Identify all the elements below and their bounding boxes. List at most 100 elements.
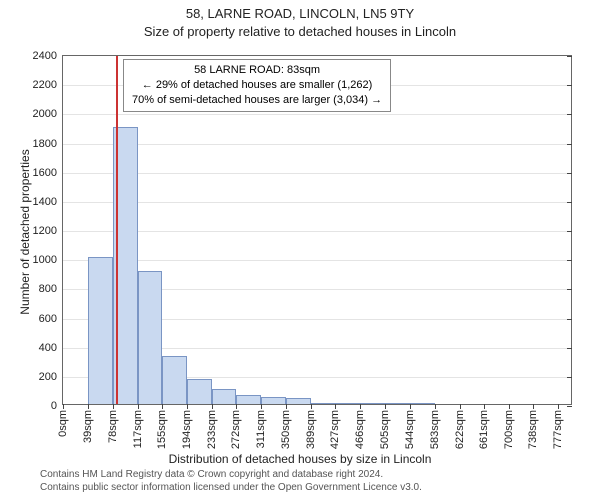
x-tick-label: 544sqm — [404, 410, 416, 449]
gridline — [63, 202, 571, 203]
histogram-bar — [212, 389, 237, 404]
x-tick-label: 700sqm — [503, 410, 515, 449]
x-tick-label: 194sqm — [181, 410, 193, 449]
y-tick-mark — [567, 406, 572, 407]
histogram-bar — [286, 398, 311, 404]
x-tick-mark — [509, 404, 510, 409]
x-tick-mark — [311, 404, 312, 409]
x-tick-label: 583sqm — [429, 410, 441, 449]
histogram-bar — [187, 379, 212, 404]
y-tick-mark — [567, 85, 572, 86]
footer-line-2: Contains public sector information licen… — [40, 481, 422, 494]
x-tick-mark — [261, 404, 262, 409]
x-tick-label: 777sqm — [552, 410, 564, 449]
y-tick-label: 1800 — [33, 138, 63, 150]
histogram-bar — [335, 403, 360, 404]
x-tick-label: 738sqm — [527, 410, 539, 449]
x-tick-mark — [88, 404, 89, 409]
plot-area: 0200400600800100012001400160018002000220… — [62, 55, 572, 405]
y-tick-label: 800 — [39, 283, 63, 295]
x-tick-label: 466sqm — [354, 410, 366, 449]
x-tick-label: 117sqm — [132, 410, 144, 448]
x-tick-label: 272sqm — [230, 410, 242, 449]
title-line-1: 58, LARNE ROAD, LINCOLN, LN5 9TY — [0, 6, 600, 21]
y-tick-mark — [567, 202, 572, 203]
y-tick-label: 1600 — [33, 167, 63, 179]
histogram-bar — [236, 395, 261, 404]
y-tick-label: 2400 — [33, 50, 63, 62]
histogram-bar — [311, 403, 336, 404]
x-tick-mark — [410, 404, 411, 409]
x-tick-mark — [212, 404, 213, 409]
property-marker-line — [116, 56, 118, 404]
title-line-2: Size of property relative to detached ho… — [0, 24, 600, 39]
x-tick-mark — [385, 404, 386, 409]
x-tick-label: 311sqm — [255, 410, 267, 448]
y-tick-mark — [567, 319, 572, 320]
y-tick-label: 600 — [39, 313, 63, 325]
chart-container: 58, LARNE ROAD, LINCOLN, LN5 9TY Size of… — [0, 0, 600, 500]
x-tick-label: 350sqm — [280, 410, 292, 449]
annotation-line: 58 LARNE ROAD: 83sqm — [132, 63, 382, 78]
x-tick-mark — [460, 404, 461, 409]
annotation-line: 70% of semi-detached houses are larger (… — [132, 93, 382, 108]
annotation-line: ← 29% of detached houses are smaller (1,… — [132, 78, 382, 93]
x-tick-mark — [360, 404, 361, 409]
x-tick-mark — [63, 404, 64, 409]
y-tick-mark — [567, 289, 572, 290]
x-axis-label: Distribution of detached houses by size … — [0, 452, 600, 466]
gridline — [63, 260, 571, 261]
x-tick-mark — [162, 404, 163, 409]
annotation-box: 58 LARNE ROAD: 83sqm← 29% of detached ho… — [123, 59, 391, 112]
x-tick-mark — [435, 404, 436, 409]
x-tick-mark — [113, 404, 114, 409]
y-tick-label: 1000 — [33, 254, 63, 266]
x-tick-label: 661sqm — [478, 410, 490, 449]
y-tick-mark — [567, 348, 572, 349]
x-tick-mark — [286, 404, 287, 409]
y-tick-mark — [567, 231, 572, 232]
y-tick-label: 2200 — [33, 79, 63, 91]
y-tick-mark — [567, 173, 572, 174]
y-tick-mark — [567, 377, 572, 378]
x-tick-label: 233sqm — [206, 410, 218, 449]
y-tick-label: 1200 — [33, 225, 63, 237]
histogram-bar — [162, 356, 187, 404]
footer-line-1: Contains HM Land Registry data © Crown c… — [40, 468, 422, 481]
x-tick-mark — [138, 404, 139, 409]
x-tick-label: 622sqm — [454, 410, 466, 449]
x-tick-label: 389sqm — [305, 410, 317, 449]
histogram-bar — [88, 257, 113, 404]
y-tick-label: 400 — [39, 342, 63, 354]
histogram-bar — [385, 403, 410, 404]
y-tick-mark — [567, 144, 572, 145]
y-tick-label: 200 — [39, 371, 63, 383]
histogram-bar — [261, 397, 286, 404]
gridline — [63, 173, 571, 174]
histogram-bar — [410, 403, 435, 404]
y-tick-mark — [567, 56, 572, 57]
x-tick-label: 505sqm — [379, 410, 391, 449]
x-tick-mark — [335, 404, 336, 409]
y-axis-label: Number of detached properties — [18, 132, 32, 332]
y-tick-label: 2000 — [33, 108, 63, 120]
x-tick-mark — [484, 404, 485, 409]
gridline — [63, 144, 571, 145]
y-tick-mark — [567, 114, 572, 115]
x-tick-mark — [187, 404, 188, 409]
y-tick-mark — [567, 260, 572, 261]
histogram-bar — [360, 403, 385, 404]
histogram-bar — [138, 271, 163, 404]
gridline — [63, 231, 571, 232]
y-tick-label: 1400 — [33, 196, 63, 208]
x-tick-mark — [558, 404, 559, 409]
x-tick-mark — [236, 404, 237, 409]
x-tick-label: 427sqm — [329, 410, 341, 449]
x-tick-label: 39sqm — [82, 410, 94, 443]
gridline — [63, 114, 571, 115]
footer-text: Contains HM Land Registry data © Crown c… — [40, 468, 422, 494]
x-tick-label: 0sqm — [57, 410, 69, 437]
x-tick-label: 78sqm — [107, 410, 119, 443]
x-tick-mark — [533, 404, 534, 409]
x-tick-label: 155sqm — [156, 410, 168, 449]
